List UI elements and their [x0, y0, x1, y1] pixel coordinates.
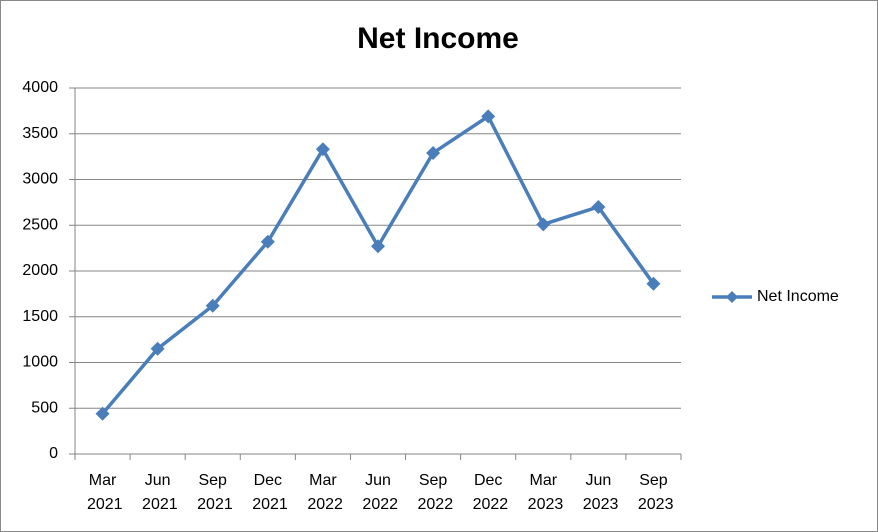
x-tick-label: Jun 2022	[358, 472, 398, 513]
data-point	[371, 239, 385, 254]
x-tick-label: Sep 2022	[413, 472, 453, 513]
y-tick-label: 1500	[22, 308, 58, 325]
x-tick-label: Dec 2021	[248, 472, 288, 513]
data-point	[481, 109, 496, 124]
data-point	[646, 276, 661, 291]
x-tick-label: Jun 2021	[138, 472, 178, 513]
y-tick-label: 3000	[22, 171, 58, 188]
y-tick-label: 2000	[22, 262, 58, 279]
y-tick-label: 500	[31, 399, 58, 416]
data-point	[150, 341, 165, 356]
data-point	[205, 298, 220, 313]
data-point	[95, 406, 110, 421]
data-point	[315, 142, 330, 157]
chart-title: Net Income	[357, 22, 519, 55]
x-tick-label: Sep 2023	[633, 472, 673, 513]
y-tick-label: 1000	[22, 354, 58, 371]
y-tick-label: 4000	[22, 79, 58, 96]
legend-label: Net Income	[757, 288, 839, 305]
y-tick-label: 2500	[22, 216, 58, 233]
data-point	[536, 217, 551, 232]
x-tick-label: Mar 2023	[523, 472, 563, 513]
data-point	[426, 145, 441, 160]
data-point	[260, 234, 275, 249]
x-tick-label: Mar 2021	[83, 472, 123, 513]
x-tick-label: Sep 2021	[193, 472, 233, 513]
x-tick-label: Dec 2022	[468, 472, 508, 513]
y-tick-label: 0	[49, 445, 58, 462]
x-tick-label: Mar 2022	[303, 472, 343, 513]
data-point	[591, 199, 606, 214]
legend-marker	[726, 291, 738, 303]
x-tick-label: Jun 2023	[578, 472, 618, 513]
y-tick-label: 3500	[22, 125, 58, 142]
